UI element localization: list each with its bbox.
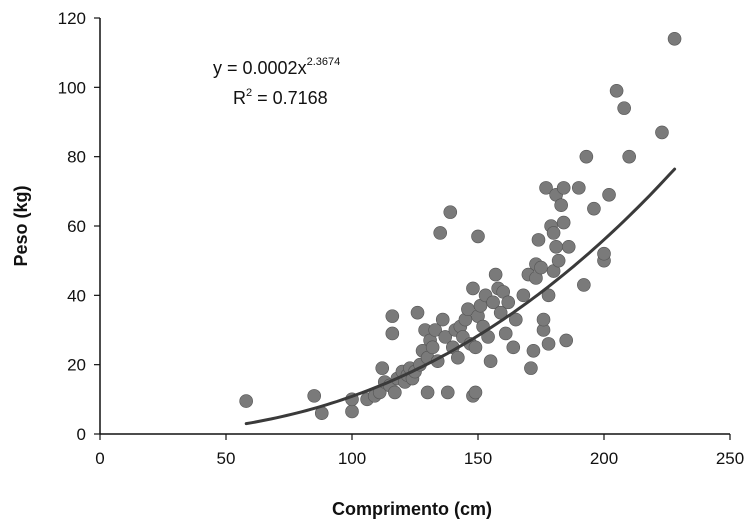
data-point [451, 350, 465, 365]
data-point [539, 181, 553, 195]
data-point [493, 305, 508, 320]
data-point [508, 312, 523, 327]
x-tick-label: 100 [338, 449, 366, 468]
y-tick-label: 100 [58, 78, 86, 97]
data-point [501, 295, 516, 310]
data-point [488, 267, 503, 282]
equation-exponent: 2.3674 [307, 56, 341, 68]
data-point [602, 188, 616, 202]
data-point [486, 295, 500, 310]
data-point [541, 337, 556, 351]
x-tick-label: 200 [590, 449, 618, 468]
data-point [468, 385, 483, 400]
data-point [307, 389, 322, 403]
y-axis-title: Peso (kg) [11, 185, 31, 266]
data-point [541, 288, 556, 303]
data-point [556, 181, 571, 195]
data-point [506, 340, 521, 355]
data-point [410, 305, 425, 320]
data-point [345, 404, 359, 419]
equation-prefix: y = 0.0002x [213, 58, 307, 78]
data-point [587, 201, 601, 216]
data-point [388, 385, 402, 400]
r-squared-exponent: 2 [246, 87, 252, 99]
data-point [461, 302, 475, 317]
data-point [556, 215, 571, 230]
r-squared-value: = 0.7168 [252, 88, 328, 108]
x-tick-label: 0 [95, 449, 104, 468]
data-point [546, 226, 561, 240]
data-point [524, 361, 538, 375]
r-squared: R2 = 0.7168 [233, 87, 328, 108]
data-point [577, 278, 591, 292]
y-tick-label: 0 [77, 425, 86, 444]
data-point [435, 312, 450, 327]
data-point [516, 288, 531, 303]
data-point [617, 101, 631, 115]
data-point [468, 340, 483, 355]
y-tick-label: 60 [67, 217, 86, 236]
data-point [667, 31, 682, 46]
data-point [438, 330, 453, 344]
data-point [375, 361, 390, 375]
data-point [579, 149, 594, 164]
x-axis-title: Comprimento (cm) [332, 499, 492, 519]
data-point [425, 340, 440, 355]
data-point [471, 229, 485, 244]
data-point [551, 253, 566, 268]
data-point [571, 181, 586, 195]
data-point [385, 326, 400, 341]
y-tick-label: 120 [58, 9, 86, 28]
y-tick-label: 20 [67, 356, 86, 375]
data-point [559, 333, 574, 348]
data-point [534, 260, 548, 275]
data-point [239, 394, 253, 408]
x-tick-label: 150 [464, 449, 492, 468]
data-point [428, 323, 442, 337]
data-point [554, 198, 568, 212]
power-trendline [244, 167, 677, 426]
r-squared-prefix: R [233, 88, 246, 108]
data-point [526, 343, 541, 358]
data-point [622, 149, 637, 164]
trend-equation: y = 0.0002x2.3674 [213, 56, 340, 78]
y-tick-label: 40 [67, 286, 86, 305]
data-point [531, 233, 546, 247]
tick-labels: 0 50 100 150 200 250 0 20 40 60 80 100 120 [58, 9, 745, 468]
data-point [385, 309, 400, 323]
y-tick-label: 80 [67, 148, 86, 167]
data-point [433, 226, 448, 240]
data-point [466, 281, 480, 296]
data-point [655, 125, 669, 140]
data-point [597, 246, 611, 261]
x-tick-label: 250 [716, 449, 744, 468]
data-point [498, 326, 513, 341]
x-tick-label: 50 [217, 449, 236, 468]
axes [94, 17, 731, 440]
data-point [549, 240, 563, 254]
data-point [536, 312, 551, 327]
data-point [420, 385, 435, 400]
data-point [443, 205, 458, 219]
data-point [440, 385, 455, 400]
data-point [483, 354, 498, 369]
data-point [609, 84, 624, 98]
data-point [561, 240, 576, 254]
